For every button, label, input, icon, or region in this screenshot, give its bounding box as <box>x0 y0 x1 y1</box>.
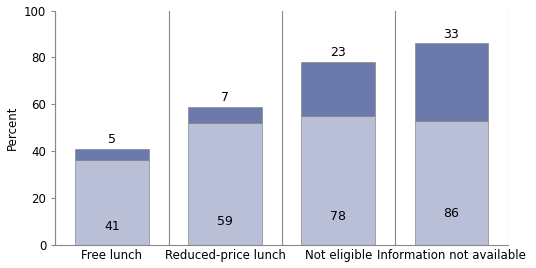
Text: 78: 78 <box>330 210 346 223</box>
Text: 5: 5 <box>108 133 116 146</box>
Bar <box>414 121 488 245</box>
Text: 7: 7 <box>221 91 229 104</box>
Bar <box>301 116 375 245</box>
Text: 41: 41 <box>104 220 120 233</box>
Text: 86: 86 <box>443 207 459 221</box>
Y-axis label: Percent: Percent <box>5 105 19 150</box>
Bar <box>188 123 262 245</box>
Text: 33: 33 <box>443 28 459 40</box>
Bar <box>75 160 148 245</box>
Bar <box>188 106 262 123</box>
Text: 59: 59 <box>217 215 233 228</box>
Bar <box>75 149 148 160</box>
Bar <box>414 43 488 121</box>
Bar <box>301 62 375 116</box>
Text: 23: 23 <box>330 46 346 59</box>
